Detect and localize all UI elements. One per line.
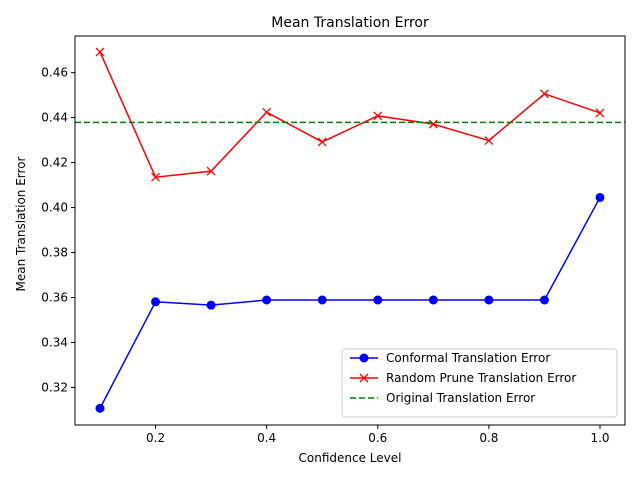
data-point — [595, 192, 605, 202]
x-tick-label: 1.0 — [590, 431, 609, 445]
x-axis-label: Confidence Level — [299, 451, 402, 465]
series-1 — [95, 47, 605, 182]
series-line — [99, 51, 601, 179]
data-point — [595, 108, 605, 118]
legend-entry: Conformal Translation Error — [350, 351, 550, 365]
y-axis-label: Mean Translation Error — [14, 156, 28, 291]
legend-entry: Original Translation Error — [350, 391, 535, 405]
x-marker-stroke — [595, 108, 605, 118]
x-marker-stroke — [484, 136, 494, 146]
data-point — [373, 295, 383, 305]
x-marker-stroke — [539, 89, 549, 99]
y-tick-label: 0.32 — [41, 380, 68, 394]
data-point — [262, 107, 272, 117]
y-tick-label: 0.38 — [41, 246, 68, 260]
data-point — [539, 295, 549, 305]
x-tick-label: 0.6 — [368, 431, 387, 445]
y-tick-label: 0.42 — [41, 156, 68, 170]
x-tick-label: 0.8 — [479, 431, 498, 445]
data-point — [484, 136, 494, 146]
data-point — [317, 295, 327, 305]
x-marker-stroke — [359, 373, 369, 383]
x-marker-stroke — [317, 137, 327, 147]
data-point — [484, 295, 494, 305]
x-marker-stroke — [151, 172, 161, 182]
legend-entry: Random Prune Translation Error — [350, 371, 576, 385]
legend-marker — [359, 373, 369, 383]
x-marker-stroke — [95, 47, 105, 57]
legend-marker — [359, 353, 369, 363]
data-point — [317, 137, 327, 147]
x-marker-stroke — [206, 166, 216, 176]
plot-frame — [74, 35, 626, 426]
chart-title: Mean Translation Error — [271, 15, 429, 31]
x-marker-stroke — [262, 107, 272, 117]
series-line — [99, 197, 601, 409]
y-tick-label: 0.36 — [41, 291, 68, 305]
data-point — [373, 111, 383, 121]
legend-label: Original Translation Error — [386, 391, 535, 405]
legend-label: Conformal Translation Error — [386, 351, 550, 365]
plot-area — [75, 47, 625, 413]
axis-ticks: 0.2 0.4 0.6 0.8 1.0 0.32 0.34 0.36 0.38 0.40 0.42 0… — [41, 66, 609, 445]
data-point — [151, 297, 161, 307]
y-tick-label: 0.34 — [41, 335, 68, 349]
legend-box — [341, 348, 618, 418]
x-tick-label: 0.2 — [146, 431, 165, 445]
data-point — [428, 295, 438, 305]
y-tick-label: 0.40 — [41, 201, 68, 215]
y-tick-label: 0.46 — [41, 66, 68, 80]
x-marker-stroke — [373, 111, 383, 121]
data-point — [262, 295, 272, 305]
x-marker-stroke — [428, 119, 438, 129]
y-tick-label: 0.44 — [41, 111, 68, 125]
legend-label: Random Prune Translation Error — [386, 371, 576, 385]
data-point — [206, 300, 216, 310]
data-point — [428, 119, 438, 129]
data-point — [539, 89, 549, 99]
data-point — [95, 47, 105, 57]
legend: Conformal Translation Error Random Prune … — [341, 348, 618, 418]
data-point — [95, 403, 105, 413]
series-0 — [95, 192, 605, 413]
data-point — [151, 172, 161, 182]
x-tick-label: 0.4 — [257, 431, 276, 445]
data-point — [206, 166, 216, 176]
